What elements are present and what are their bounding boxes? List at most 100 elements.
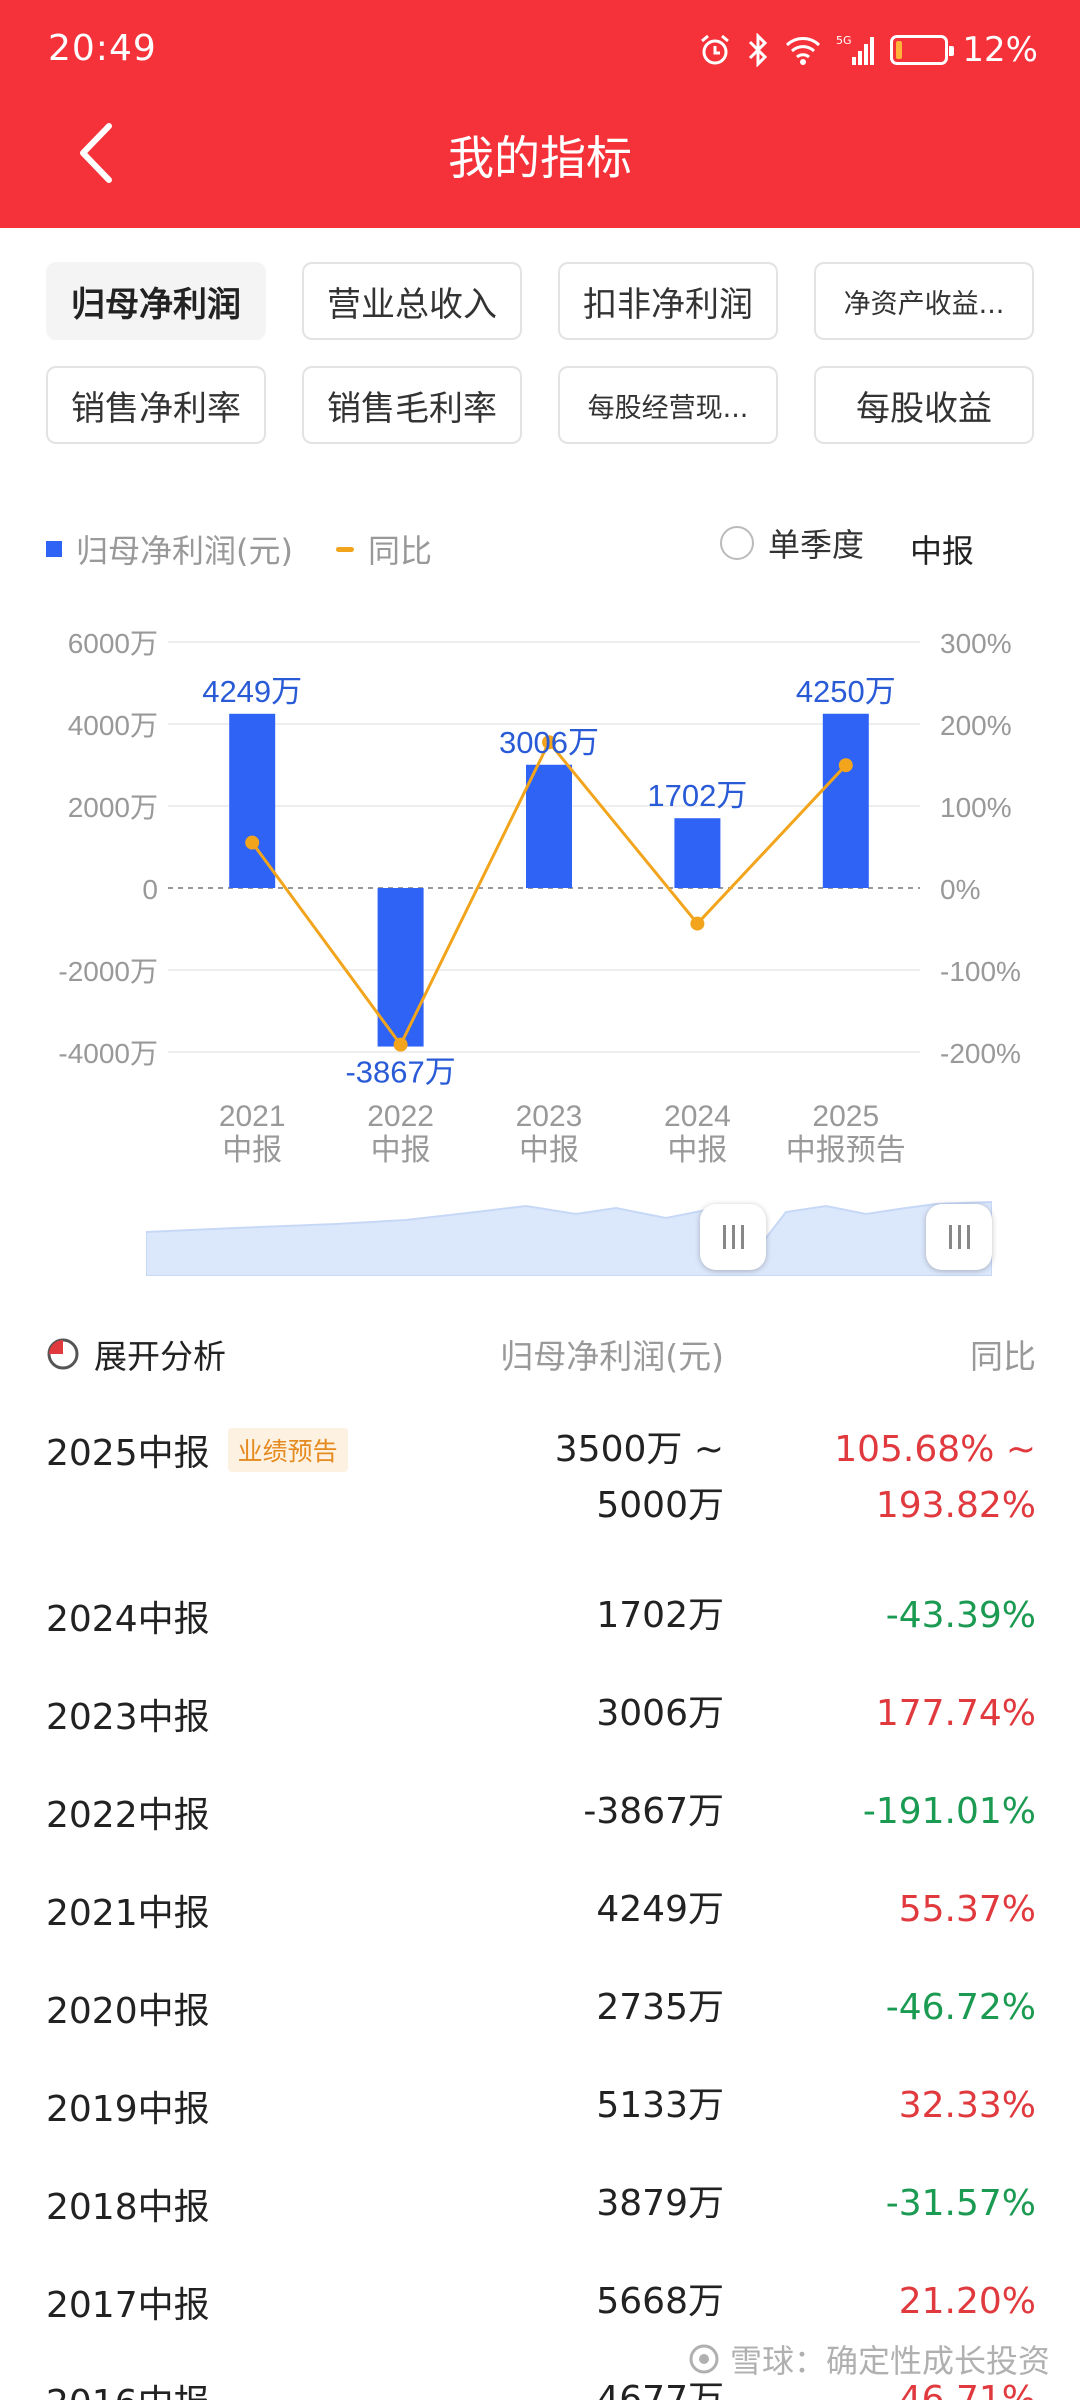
range-handle-left[interactable] bbox=[700, 1204, 766, 1270]
table-row[interactable]: 2021中报 4249万 55.37% bbox=[46, 1882, 1036, 1980]
quarterly-toggle[interactable]: 单季度 bbox=[720, 520, 864, 566]
left-axis-tick-label: -2000万 bbox=[58, 956, 158, 987]
yoy-point bbox=[690, 916, 705, 931]
row-value: 2735万 bbox=[596, 1987, 724, 2028]
right-axis-tick-label: 200% bbox=[940, 710, 1012, 741]
table-row[interactable]: 2019中报 5133万 32.33% bbox=[46, 2078, 1036, 2176]
yoy-point bbox=[245, 835, 260, 850]
x-axis-tick-label: 中报预告 bbox=[786, 1134, 906, 1167]
network-type: 5G bbox=[836, 34, 852, 47]
table-row[interactable]: 2023中报 3006万 177.74% bbox=[46, 1686, 1036, 1784]
chart-range-slider[interactable] bbox=[146, 1198, 992, 1276]
period-selector[interactable]: 中报 bbox=[910, 532, 975, 570]
table-row[interactable]: 2017中报 5668万 21.20% bbox=[46, 2274, 1036, 2372]
back-button[interactable] bbox=[60, 118, 130, 188]
pie-chart-icon bbox=[47, 1338, 79, 1370]
yoy-point bbox=[393, 1037, 408, 1052]
row-period: 2022中报 bbox=[46, 1795, 210, 1836]
bar-value-label: 4249万 bbox=[202, 674, 302, 709]
row-value: 3006万 bbox=[596, 1693, 724, 1734]
tab-gross-margin[interactable]: 销售毛利率 bbox=[302, 366, 522, 444]
row-period: 2021中报 bbox=[46, 1893, 210, 1934]
row-period: 2020中报 bbox=[46, 1991, 210, 2032]
overview-area bbox=[146, 1200, 992, 1276]
column-header-yoy: 同比 bbox=[970, 1337, 1036, 1376]
bar bbox=[377, 888, 424, 1047]
row-period: 2025中报 bbox=[46, 1433, 210, 1474]
row-value-line1: 3500万 ~ bbox=[554, 1429, 724, 1470]
tab-net-margin[interactable]: 销售净利率 bbox=[46, 366, 266, 444]
chevron-left-icon bbox=[80, 123, 112, 183]
table-row[interactable]: 2022中报 -3867万 -191.01% bbox=[46, 1784, 1036, 1882]
tab-total-revenue[interactable]: 营业总收入 bbox=[302, 262, 522, 340]
row-yoy: 177.74% bbox=[875, 1693, 1036, 1734]
row-value: 5133万 bbox=[596, 2085, 724, 2126]
row-value: 3879万 bbox=[596, 2183, 724, 2224]
forecast-badge: 业绩预告 bbox=[227, 1428, 348, 1472]
net-profit-chart[interactable]: 6000万 4000万 2000万 0 -2000万 -4000万 300% 200% 100%… bbox=[0, 600, 1080, 1180]
row-value: 1702万 bbox=[596, 1595, 724, 1636]
left-axis-tick-label: 4000万 bbox=[68, 710, 158, 741]
quarterly-label: 单季度 bbox=[768, 526, 865, 564]
yoy-point bbox=[838, 758, 853, 773]
table-row[interactable]: 2016中报 4677万 46.71% bbox=[46, 2372, 1036, 2400]
row-yoy: 32.33% bbox=[898, 2085, 1036, 2126]
row-period: 2024中报 bbox=[46, 1599, 210, 1640]
yoy-point bbox=[542, 735, 556, 750]
legend-line-label: 同比 bbox=[368, 532, 433, 570]
right-axis-tick-label: 0% bbox=[940, 874, 980, 905]
table-row[interactable]: 2020中报 2735万 -46.72% bbox=[46, 1980, 1036, 2078]
tab-deducted-net-profit[interactable]: 扣非净利润 bbox=[558, 262, 778, 340]
row-yoy: 21.20% bbox=[898, 2281, 1036, 2322]
tab-eps[interactable]: 每股收益 bbox=[814, 366, 1034, 444]
row-value: 3500万 ~ 5000万 bbox=[555, 1422, 724, 1534]
status-time: 20:49 bbox=[48, 28, 157, 69]
x-axis-tick-label: 2022 bbox=[367, 1100, 434, 1133]
legend-line-swatch bbox=[336, 546, 354, 552]
row-yoy: 46.71% bbox=[898, 2379, 1036, 2400]
left-axis-tick-label: 6000万 bbox=[68, 628, 158, 659]
right-axis-tick-label: -200% bbox=[940, 1038, 1021, 1069]
row-value-line2: 5000万 bbox=[596, 1485, 724, 1526]
battery-fill bbox=[896, 41, 903, 59]
legend-bar: 归母净利润(元) bbox=[46, 526, 293, 572]
row-yoy: 105.68% ~ 193.82% bbox=[834, 1422, 1036, 1534]
left-axis-tick-label: -4000万 bbox=[58, 1038, 158, 1069]
x-axis-tick-label: 2025 bbox=[812, 1100, 879, 1133]
range-handle-right[interactable] bbox=[926, 1204, 992, 1270]
bar bbox=[674, 818, 721, 888]
row-period: 2019中报 bbox=[46, 2089, 210, 2130]
status-icons: 5G 12% bbox=[698, 28, 1038, 72]
expand-analysis-button[interactable]: 展开分析 bbox=[46, 1330, 226, 1378]
row-period-wrap: 2025中报 业绩预告 bbox=[46, 1422, 348, 1478]
chart-legend-row: 归母净利润(元) 同比 单季度 中报 bbox=[46, 520, 1036, 570]
legend-bar-label: 归母净利润(元) bbox=[76, 532, 293, 570]
table-row[interactable]: 2018中报 3879万 -31.57% bbox=[46, 2176, 1036, 2274]
row-yoy: -43.39% bbox=[885, 1595, 1036, 1636]
row-value: 4249万 bbox=[596, 1889, 724, 1930]
battery-percent: 12% bbox=[962, 30, 1038, 70]
row-yoy: -31.57% bbox=[885, 2183, 1036, 2224]
legend-bar-swatch bbox=[46, 541, 62, 557]
wifi-icon bbox=[786, 37, 821, 65]
right-axis-tick-label: 100% bbox=[940, 792, 1012, 823]
column-header-value: 归母净利润(元) bbox=[500, 1337, 724, 1376]
tab-net-profit[interactable]: 归母净利润 bbox=[46, 262, 266, 340]
table-row[interactable]: 2025中报 业绩预告 3500万 ~ 5000万 105.68% ~ 193.… bbox=[46, 1422, 1036, 1588]
page-title: 我的指标 bbox=[448, 131, 632, 185]
row-period: 2023中报 bbox=[46, 1697, 210, 1738]
bar-value-label: 1702万 bbox=[647, 778, 747, 813]
table-header: 展开分析 归母净利润(元) 同比 bbox=[46, 1330, 1036, 1380]
bar bbox=[229, 713, 276, 888]
x-axis-tick-label: 中报 bbox=[667, 1134, 727, 1167]
range-overview bbox=[146, 1200, 992, 1276]
data-table: 2025中报 业绩预告 3500万 ~ 5000万 105.68% ~ 193.… bbox=[46, 1422, 1036, 2400]
tab-roe[interactable]: 净资产收益... bbox=[814, 262, 1034, 340]
table-row[interactable]: 2024中报 1702万 -43.39% bbox=[46, 1588, 1036, 1686]
right-axis-tick-label: 300% bbox=[940, 628, 1012, 659]
cellular-signal-icon: 5G bbox=[836, 34, 875, 65]
metric-tabs: 归母净利润 营业总收入 扣非净利润 净资产收益... 销售净利率 销售毛利率 每… bbox=[46, 262, 1036, 444]
tab-operating-cashflow-per-share[interactable]: 每股经营现... bbox=[558, 366, 778, 444]
bar bbox=[526, 764, 572, 888]
row-period: 2018中报 bbox=[46, 2187, 210, 2228]
